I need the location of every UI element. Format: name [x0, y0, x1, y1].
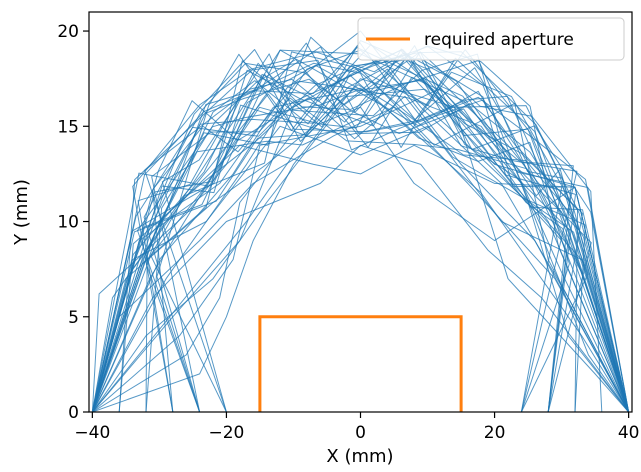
path-line-38: [118, 59, 630, 412]
path-line-47: [91, 36, 574, 412]
path-line-12: [92, 78, 629, 412]
path-line-30: [143, 60, 630, 412]
y-tick-label: 5: [68, 308, 79, 328]
x-tick-label: 20: [484, 423, 506, 443]
path-line-10: [92, 49, 630, 412]
x-axis-label: X (mm): [326, 446, 393, 467]
y-tick-label: 20: [57, 22, 79, 42]
path-line-44: [91, 73, 630, 412]
path-line-29: [161, 53, 563, 412]
y-axis: 0 5 10 15 20: [57, 22, 89, 423]
x-tick-label: −40: [74, 423, 110, 443]
x-axis: −40 −20 0 20 40: [74, 412, 639, 443]
path-line-14: [91, 68, 630, 412]
path-line-24: [150, 42, 630, 412]
path-line-39: [145, 66, 578, 412]
path-line-21: [91, 48, 630, 412]
path-line-48: [91, 49, 630, 412]
path-line-20: [91, 45, 630, 412]
path-line-31: [91, 60, 570, 412]
aperture-line: [258, 315, 463, 412]
aperture-series: [258, 315, 463, 412]
x-tick-label: −20: [208, 423, 244, 443]
path-line-34: [91, 95, 586, 412]
legend: required aperture: [357, 17, 625, 61]
y-axis-label: Y (mm): [11, 179, 32, 246]
path-line-43: [91, 51, 630, 412]
legend-box: [357, 17, 625, 61]
y-tick-label: 15: [57, 117, 79, 137]
path-line-35: [145, 59, 630, 412]
path-line-7: [91, 144, 629, 412]
path-line-8: [91, 106, 630, 412]
y-tick-label: 10: [57, 213, 79, 233]
x-tick-label: 0: [355, 423, 366, 443]
path-line-49: [151, 97, 567, 412]
legend-label-required-aperture: required aperture: [424, 30, 574, 50]
y-tick-label: 0: [68, 403, 79, 423]
path-line-32: [152, 80, 630, 412]
x-tick-label: 40: [618, 423, 640, 443]
path-line-26: [91, 49, 630, 412]
data-paths: [91, 30, 630, 412]
